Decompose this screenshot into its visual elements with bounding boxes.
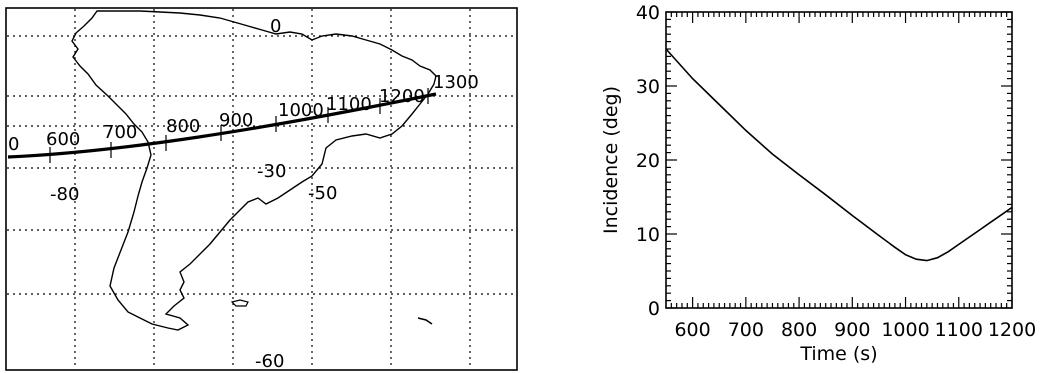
y-tick-labels: 0 10 20 30 40 xyxy=(636,2,660,320)
axis-ticks xyxy=(666,11,1013,309)
x-tick-label-1100: 1100 xyxy=(935,319,983,341)
track-label-800: 800 xyxy=(166,116,200,137)
south-america-coastline xyxy=(71,10,437,331)
track-label-1300: 1300 xyxy=(433,72,479,93)
y-tick-label-30: 30 xyxy=(636,76,660,98)
x-tick-label-900: 900 xyxy=(834,319,870,341)
y-tick-label-10: 10 xyxy=(636,224,660,246)
track-label-900: 900 xyxy=(219,110,253,131)
falkland-islands xyxy=(230,299,249,307)
map-grid xyxy=(7,9,516,369)
coordinate-label-0: 0 xyxy=(270,16,281,37)
plot-frame xyxy=(665,11,1013,309)
track-label-1100: 1100 xyxy=(326,94,372,115)
map-panel: 0 -30 -50 -80 -60 0 600 700 800 900 1000 1100 1200 1… xyxy=(5,7,518,372)
track-labels: 0 600 700 800 900 1000 1100 1200 1300 xyxy=(8,72,479,155)
track-label-1200: 1200 xyxy=(379,86,425,107)
track-label-700: 700 xyxy=(103,122,137,143)
x-axis-label: Time (s) xyxy=(799,343,877,365)
y-axis-label: Incidence (deg) xyxy=(600,86,622,234)
incidence-chart: 600 700 800 900 1000 1100 1200 0 10 20 30 40 Time … xyxy=(600,2,1036,365)
y-tick-label-20: 20 xyxy=(636,150,660,172)
coordinate-label-4: -60 xyxy=(255,351,284,372)
track-label-1000: 1000 xyxy=(278,100,324,121)
coordinate-label-1: -30 xyxy=(257,161,286,182)
x-tick-label-700: 700 xyxy=(728,319,764,341)
x-tick-label-600: 600 xyxy=(674,319,710,341)
track-label-600: 600 xyxy=(46,129,80,150)
track-line xyxy=(7,92,437,159)
coordinate-labels: 0 -30 -50 -80 -60 xyxy=(50,16,337,372)
x-tick-label-1200: 1200 xyxy=(988,319,1036,341)
y-tick-label-40: 40 xyxy=(636,2,660,24)
incidence-series-line xyxy=(665,48,1013,262)
x-tick-labels: 600 700 800 900 1000 1100 1200 xyxy=(674,319,1036,341)
x-tick-label-800: 800 xyxy=(781,319,817,341)
coordinate-label-3: -80 xyxy=(50,184,79,205)
track-label-0: 0 xyxy=(8,134,19,155)
coordinate-label-2: -50 xyxy=(308,183,337,204)
south-georgia-island xyxy=(417,317,433,325)
map-frame xyxy=(5,7,518,371)
x-tick-label-1000: 1000 xyxy=(881,319,929,341)
satellite-track xyxy=(7,88,437,163)
y-tick-label-0: 0 xyxy=(648,298,660,320)
